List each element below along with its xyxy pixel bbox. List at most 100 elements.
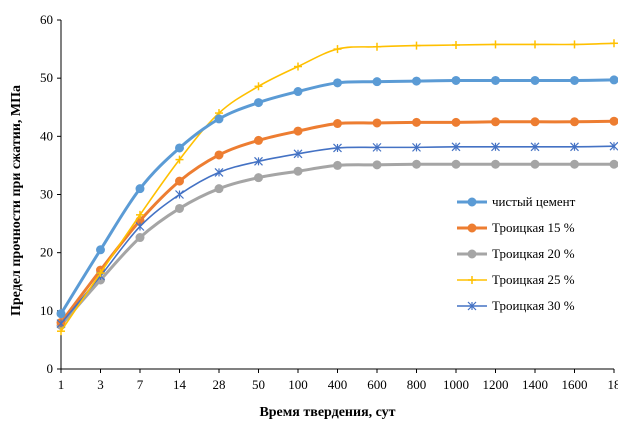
data-point [412, 159, 421, 169]
data-point [372, 160, 382, 170]
legend-label: Троицкая 15 % [492, 220, 575, 235]
data-point [333, 143, 342, 153]
y-tick-label: 20 [40, 245, 53, 260]
legend: чистый цемент Троицкая 15 % Троицкая 20 % Т… [457, 194, 576, 313]
data-point [530, 75, 540, 85]
x-tick-label: 18 [608, 377, 618, 392]
x-tick-label: 600 [367, 377, 387, 392]
x-axis-title: Время твердения, сут [259, 405, 395, 420]
data-point [56, 309, 66, 319]
data-point [412, 142, 421, 152]
data-point [135, 233, 145, 243]
data-point [609, 75, 618, 85]
data-point [175, 155, 184, 164]
data-point [452, 41, 460, 50]
data-point [609, 116, 618, 126]
data-point [570, 40, 579, 49]
data-point [451, 75, 461, 85]
data-point [531, 40, 539, 49]
data-point [609, 141, 618, 151]
data-point [333, 45, 342, 54]
series-0 [56, 75, 618, 319]
data-point [175, 143, 184, 153]
legend-item: чистый цемент [457, 194, 576, 209]
data-point [451, 142, 461, 152]
data-point [333, 119, 342, 129]
data-point [136, 210, 144, 219]
data-point [57, 327, 65, 336]
data-point [214, 114, 224, 124]
series-layer [56, 39, 618, 336]
data-point [570, 142, 579, 152]
data-point [570, 75, 579, 85]
y-tick-label: 50 [40, 70, 53, 85]
data-point [373, 42, 381, 51]
data-point [610, 39, 618, 48]
data-point [293, 166, 303, 176]
data-point [96, 245, 105, 255]
data-point [175, 203, 184, 213]
legend-marker [467, 301, 477, 311]
y-tick-label: 0 [47, 361, 54, 376]
legend-item: Троицкая 25 % [457, 272, 575, 287]
data-point [293, 87, 303, 97]
data-point [372, 118, 382, 128]
data-point [293, 149, 303, 159]
x-tick-label: 1200 [483, 377, 509, 392]
y-tick-label: 10 [40, 303, 53, 318]
data-point [491, 117, 500, 127]
legend-label: Троицкая 30 % [492, 298, 575, 313]
data-point [254, 173, 263, 183]
data-point [372, 77, 382, 87]
data-point [294, 62, 302, 71]
x-tick-label: 28 [213, 377, 226, 392]
data-point [530, 117, 540, 127]
legend-label: чистый цемент [492, 194, 576, 209]
legend-item: Троицкая 20 % [457, 246, 575, 261]
legend-marker [468, 276, 476, 284]
data-point [254, 98, 263, 108]
data-point [609, 159, 618, 169]
data-point [412, 76, 421, 86]
data-point [175, 176, 184, 186]
x-axis: 1 3 7 14 28 50 100 400 600 800 1000 1200 1400 1600 18 [58, 368, 618, 392]
data-point [530, 142, 540, 152]
data-point [214, 150, 224, 160]
data-point [254, 82, 263, 91]
series-1 [56, 116, 618, 327]
legend-marker [467, 197, 477, 207]
x-tick-label: 3 [97, 377, 104, 392]
data-point [254, 135, 263, 145]
x-tick-label: 1 [58, 377, 65, 392]
data-point [491, 75, 500, 85]
data-point [333, 78, 342, 88]
data-point [214, 167, 224, 177]
legend-marker [467, 223, 477, 233]
data-point [254, 156, 263, 166]
y-tick-label: 60 [40, 12, 53, 27]
data-point [570, 117, 579, 127]
x-tick-label: 1000 [443, 377, 469, 392]
series-4 [56, 141, 618, 329]
x-tick-label: 14 [173, 377, 187, 392]
legend-item: Троицкая 30 % [457, 298, 575, 313]
data-point [293, 126, 303, 136]
data-point [451, 159, 461, 169]
x-tick-label: 400 [328, 377, 348, 392]
legend-label: Троицкая 25 % [492, 272, 575, 287]
data-point [333, 160, 342, 170]
data-point [491, 40, 500, 49]
y-axis-title: Предел прочности при сжатии, МПа [9, 85, 24, 316]
legend-label: Троицкая 20 % [492, 246, 575, 261]
x-tick-label: 7 [137, 377, 144, 392]
x-tick-label: 800 [407, 377, 427, 392]
x-tick-label: 50 [252, 377, 265, 392]
data-point [372, 142, 382, 152]
x-tick-label: 1400 [522, 377, 548, 392]
legend-item: Троицкая 15 % [457, 220, 575, 235]
series-3 [57, 39, 618, 336]
data-point [135, 222, 145, 231]
x-tick-label: 1600 [562, 377, 588, 392]
data-point [214, 184, 224, 194]
